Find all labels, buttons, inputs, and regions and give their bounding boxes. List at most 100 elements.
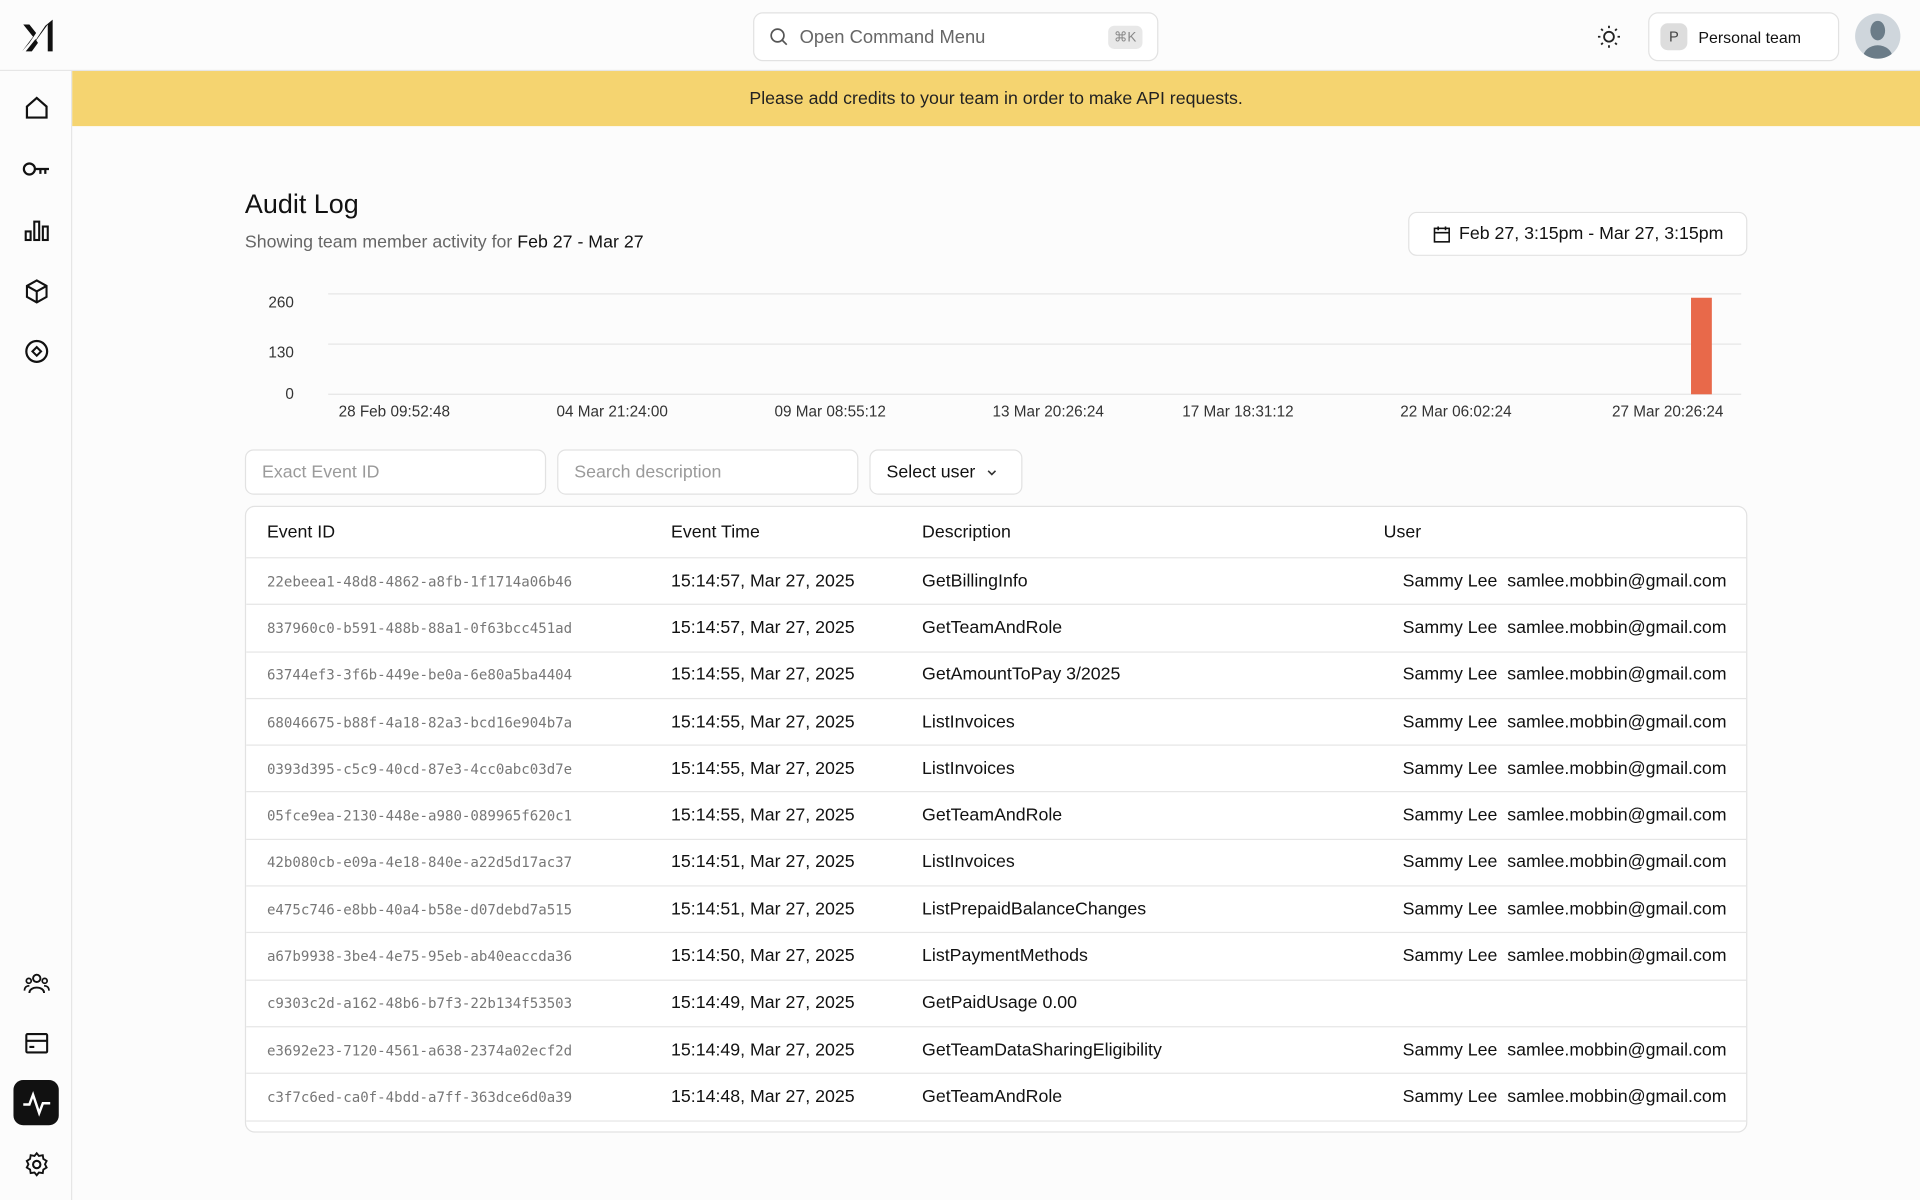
table-row[interactable]: 837960c0-b591-488b-88a1-0f63bcc451ad 15:… bbox=[246, 605, 1747, 653]
user-name: Sammy Lee bbox=[1402, 665, 1498, 685]
table-row[interactable]: e475c746-e8bb-40a4-b58e-d07debd7a515 15:… bbox=[246, 887, 1747, 934]
users-icon bbox=[23, 973, 50, 993]
table-row[interactable]: 05fce9ea-2130-448e-a980-089965f620c1 15:… bbox=[246, 793, 1747, 840]
cube-icon bbox=[25, 278, 47, 304]
sidebar-item-home[interactable] bbox=[13, 84, 58, 129]
event-description: GetTeamDataSharingEligibility bbox=[922, 1040, 1162, 1060]
event-description: GetTeamAndRole bbox=[922, 805, 1063, 826]
event-time: 15:14:57, Mar 27, 2025 bbox=[671, 571, 855, 591]
event-id: 63744ef3-3f6b-449e-be0a-6e80a5ba4404 bbox=[266, 666, 573, 684]
table-header: Event ID Event Time Description User bbox=[246, 507, 1747, 559]
event-description: ListInvoices bbox=[922, 712, 1015, 732]
event-id-input[interactable] bbox=[244, 449, 547, 495]
banner-text: Please add credits to your team in order… bbox=[749, 88, 1243, 109]
event-description: ListInvoices bbox=[922, 852, 1015, 873]
xai-logo[interactable] bbox=[21, 17, 55, 54]
user-email: samlee.mobbin@gmail.com bbox=[1507, 946, 1727, 967]
subtitle-range: Feb 27 - Mar 27 bbox=[517, 232, 644, 253]
event-time: 15:14:51, Mar 27, 2025 bbox=[671, 899, 855, 920]
event-description: GetPaidUsage 0.00 bbox=[922, 993, 1078, 1014]
billing-icon bbox=[24, 1032, 48, 1053]
audit-log-table: Event ID Event Time Description User 22e… bbox=[244, 505, 1748, 1133]
event-user: Sammy Lee samlee.mobbin@gmail.com bbox=[1403, 1087, 1727, 1107]
sidebar-item-api-keys[interactable] bbox=[13, 146, 58, 191]
sidebar bbox=[0, 71, 73, 1200]
team-switcher[interactable]: P Personal team bbox=[1648, 12, 1840, 62]
x-tick-label: 28 Feb 09:52:48 bbox=[339, 403, 450, 420]
table-row[interactable]: e3692e23-7120-4561-a638-2374a02ecf2d 15:… bbox=[246, 1027, 1747, 1075]
event-user: Sammy Lee samlee.mobbin@gmail.com bbox=[1403, 712, 1727, 732]
event-time: 15:14:49, Mar 27, 2025 bbox=[671, 1040, 855, 1060]
column-header-user: User bbox=[1383, 522, 1422, 542]
command-menu-search[interactable]: Open Command Menu ⌘K bbox=[753, 12, 1159, 62]
table-row[interactable]: 0393d395-c5c9-40cd-87e3-4cc0abc03d7e 15:… bbox=[246, 746, 1747, 793]
sidebar-item-usage[interactable] bbox=[13, 207, 58, 252]
x-tick-label: 17 Mar 18:31:12 bbox=[1182, 403, 1293, 420]
search-placeholder: Open Command Menu bbox=[799, 26, 986, 48]
date-range-picker[interactable]: Feb 27, 3:15pm - Mar 27, 3:15pm bbox=[1408, 211, 1748, 256]
activity-icon bbox=[22, 1090, 50, 1117]
user-name: Sammy Lee bbox=[1402, 758, 1498, 779]
event-user: Sammy Lee samlee.mobbin@gmail.com bbox=[1403, 618, 1727, 638]
event-user: Sammy Lee samlee.mobbin@gmail.com bbox=[1403, 759, 1727, 779]
event-user: Sammy Lee samlee.mobbin@gmail.com bbox=[1403, 571, 1727, 591]
event-time: 15:14:55, Mar 27, 2025 bbox=[671, 712, 855, 732]
team-initial: P bbox=[1660, 23, 1688, 51]
user-name: Sammy Lee bbox=[1402, 946, 1498, 967]
event-id: 68046675-b88f-4a18-82a3-bcd16e904b7a bbox=[266, 713, 573, 731]
user-email: samlee.mobbin@gmail.com bbox=[1507, 712, 1727, 732]
event-user: Sammy Lee samlee.mobbin@gmail.com bbox=[1403, 947, 1727, 967]
x-tick-label: 27 Mar 20:26:24 bbox=[1612, 403, 1724, 420]
chart-bar bbox=[1691, 297, 1712, 395]
sidebar-item-billing[interactable] bbox=[13, 1020, 58, 1065]
x-tick-label: 04 Mar 21:24:00 bbox=[557, 403, 668, 420]
sidebar-item-team[interactable] bbox=[13, 960, 58, 1005]
table-row[interactable]: 42b080cb-e09a-4e18-840e-a22d5d17ac37 15:… bbox=[246, 840, 1747, 887]
event-user: Sammy Lee samlee.mobbin@gmail.com bbox=[1403, 806, 1727, 826]
top-bar: Open Command Menu ⌘K P Personal team bbox=[0, 0, 1920, 72]
user-name: Sammy Lee bbox=[1402, 1087, 1498, 1107]
chevron-down-icon bbox=[987, 469, 996, 476]
user-email: samlee.mobbin@gmail.com bbox=[1507, 852, 1727, 873]
sidebar-item-models[interactable] bbox=[13, 268, 58, 313]
user-avatar-icon bbox=[1863, 20, 1893, 59]
sidebar-item-audit-log[interactable] bbox=[13, 1080, 59, 1126]
target-icon bbox=[24, 339, 48, 363]
table-row[interactable]: c9303c2d-a162-48b6-b7f3-22b134f53503 15:… bbox=[246, 980, 1747, 1028]
user-name: Sammy Lee bbox=[1402, 571, 1498, 591]
date-range-label: Feb 27, 3:15pm - Mar 27, 3:15pm bbox=[1458, 224, 1724, 244]
event-user: Sammy Lee samlee.mobbin@gmail.com bbox=[1403, 900, 1727, 920]
avatar[interactable] bbox=[1855, 13, 1901, 59]
event-id: a67b9938-3be4-4e75-95eb-ab40eaccda36 bbox=[266, 947, 573, 965]
user-name: Sammy Lee bbox=[1402, 852, 1498, 873]
event-user: Sammy Lee samlee.mobbin@gmail.com bbox=[1403, 1040, 1727, 1060]
page-subtitle: Showing team member activity for Feb 27 … bbox=[245, 233, 644, 253]
table-row[interactable]: 68046675-b88f-4a18-82a3-bcd16e904b7a 15:… bbox=[246, 699, 1747, 746]
table-row[interactable]: 63744ef3-3f6b-449e-be0a-6e80a5ba4404 15:… bbox=[246, 652, 1747, 700]
user-select[interactable]: Select user bbox=[869, 449, 1023, 495]
column-header-event-id: Event ID bbox=[266, 522, 336, 542]
event-description: ListPrepaidBalanceChanges bbox=[922, 899, 1147, 920]
event-id: 22ebeea1-48d8-4862-a8fb-1f1714a06b46 bbox=[266, 572, 573, 590]
event-description: GetBillingInfo bbox=[922, 571, 1028, 591]
sidebar-item-settings[interactable] bbox=[13, 1141, 58, 1186]
theme-toggle-sun-icon[interactable] bbox=[1597, 24, 1621, 48]
table-row[interactable]: a67b9938-3be4-4e75-95eb-ab40eaccda36 15:… bbox=[246, 934, 1747, 981]
sidebar-item-explore[interactable] bbox=[13, 328, 58, 373]
user-email: samlee.mobbin@gmail.com bbox=[1507, 899, 1727, 920]
bar-chart-icon bbox=[24, 219, 49, 241]
event-id: 0393d395-c5c9-40cd-87e3-4cc0abc03d7e bbox=[266, 760, 573, 778]
y-tick-label: 0 bbox=[285, 386, 294, 403]
event-user: Sammy Lee samlee.mobbin@gmail.com bbox=[1403, 665, 1727, 685]
table-row[interactable]: c3f7c6ed-ca0f-4bdd-a7ff-363dce6d0a39 15:… bbox=[246, 1074, 1747, 1122]
x-tick-label: 22 Mar 06:02:24 bbox=[1400, 403, 1512, 420]
page-title: Audit Log bbox=[244, 188, 359, 220]
event-description: ListInvoices bbox=[922, 758, 1015, 779]
description-search-input[interactable] bbox=[557, 449, 859, 495]
event-id: 837960c0-b591-488b-88a1-0f63bcc451ad bbox=[266, 619, 573, 637]
table-row[interactable]: 22ebeea1-48d8-4862-a8fb-1f1714a06b46 15:… bbox=[246, 558, 1747, 606]
y-tick-label: 260 bbox=[268, 294, 294, 311]
user-name: Sammy Lee bbox=[1402, 899, 1498, 920]
column-header-event-time: Event Time bbox=[671, 522, 760, 542]
